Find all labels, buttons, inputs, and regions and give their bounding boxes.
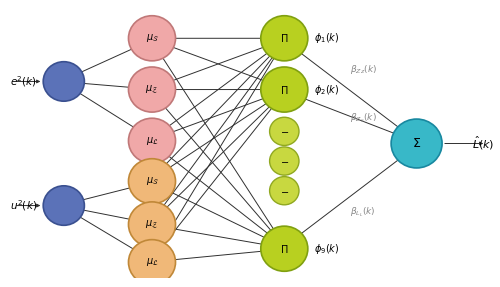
Text: $\Sigma$: $\Sigma$ xyxy=(412,137,421,150)
Ellipse shape xyxy=(128,159,176,204)
Ellipse shape xyxy=(261,67,308,112)
Text: $\Pi$: $\Pi$ xyxy=(280,243,288,255)
Text: $\mu_{\mathcal{Z}}$: $\mu_{\mathcal{Z}}$ xyxy=(146,83,158,96)
Text: $\Pi$: $\Pi$ xyxy=(280,32,288,44)
Text: $\Pi$: $\Pi$ xyxy=(280,84,288,96)
Text: $\beta_{Z_S}(k)$: $\beta_{Z_S}(k)$ xyxy=(350,111,377,125)
Ellipse shape xyxy=(43,186,84,225)
Ellipse shape xyxy=(128,240,176,285)
Ellipse shape xyxy=(128,67,176,112)
Text: $-$: $-$ xyxy=(280,156,289,166)
Text: $-$: $-$ xyxy=(280,126,289,136)
Text: $\beta_{Zz}(k)$: $\beta_{Zz}(k)$ xyxy=(350,63,378,76)
Ellipse shape xyxy=(270,117,299,146)
Text: $\phi_9(k)$: $\phi_9(k)$ xyxy=(314,242,339,256)
Text: $\mu_{\mathcal{S}}$: $\mu_{\mathcal{S}}$ xyxy=(146,175,158,187)
Text: $\mu_{\mathcal{Z}}$: $\mu_{\mathcal{Z}}$ xyxy=(146,218,158,231)
Ellipse shape xyxy=(261,226,308,271)
Ellipse shape xyxy=(261,16,308,61)
Ellipse shape xyxy=(43,62,84,101)
Text: $e^2(k)$: $e^2(k)$ xyxy=(10,74,37,89)
Ellipse shape xyxy=(270,147,299,175)
Ellipse shape xyxy=(391,119,442,168)
Ellipse shape xyxy=(128,16,176,61)
Text: $\mu_{\mathcal{S}}$: $\mu_{\mathcal{S}}$ xyxy=(146,32,158,44)
Text: $\phi_2(k)$: $\phi_2(k)$ xyxy=(314,83,339,96)
Text: $u^2(k)$: $u^2(k)$ xyxy=(10,198,37,213)
Ellipse shape xyxy=(128,118,176,163)
Ellipse shape xyxy=(128,202,176,247)
Text: $\beta_{L_L}(k)$: $\beta_{L_L}(k)$ xyxy=(350,205,376,219)
Text: $\hat{L}(k)$: $\hat{L}(k)$ xyxy=(472,135,494,152)
Text: $\mu_{\mathcal{L}}$: $\mu_{\mathcal{L}}$ xyxy=(146,135,158,147)
Text: $\phi_1(k)$: $\phi_1(k)$ xyxy=(314,31,339,45)
Text: $\mu_{\mathcal{L}}$: $\mu_{\mathcal{L}}$ xyxy=(146,256,158,268)
Text: $-$: $-$ xyxy=(280,186,289,196)
Ellipse shape xyxy=(270,177,299,205)
